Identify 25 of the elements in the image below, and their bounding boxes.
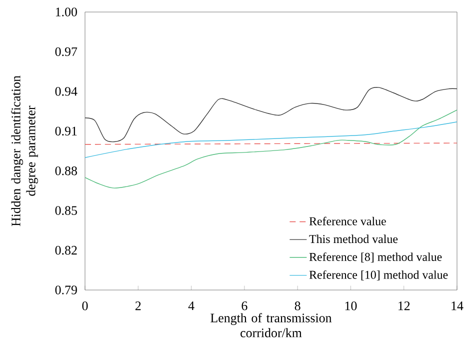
line-series <box>85 87 458 142</box>
line-series <box>85 110 458 188</box>
y-tick-label: 0.94 <box>55 87 78 96</box>
y-axis-title: Hidden danger identification degree parameter <box>11 76 38 226</box>
x-tick-label: 14 <box>452 302 464 310</box>
y-tick-label: 0.97 <box>55 47 78 56</box>
y-tick-label: 0.79 <box>55 286 77 294</box>
x-tick-label: 6 <box>242 302 248 310</box>
x-tick-label: 0 <box>82 302 88 310</box>
y-tick-label: 0.85 <box>55 206 77 215</box>
x-tick-label: 10 <box>345 302 357 310</box>
legend-label: This method value <box>309 234 398 244</box>
y-tick-label: 1.00 <box>56 8 77 16</box>
legend-label: Reference [10] method value <box>309 270 448 280</box>
x-tick-label: 2 <box>135 302 141 310</box>
x-tick-label: 12 <box>398 302 410 310</box>
legend-label: Reference value <box>309 216 386 226</box>
legend-label: Reference [8] method value <box>309 252 442 262</box>
x-tick-label: 8 <box>294 302 300 310</box>
y-tick-label: 0.91 <box>55 126 77 136</box>
x-tick-label: 4 <box>188 302 194 310</box>
y-tick-label: 0.88 <box>55 166 77 176</box>
line-series <box>85 122 458 158</box>
y-tick-label: 0.82 <box>55 246 77 255</box>
x-axis-title: Length of transmission corridor/km <box>210 313 332 338</box>
